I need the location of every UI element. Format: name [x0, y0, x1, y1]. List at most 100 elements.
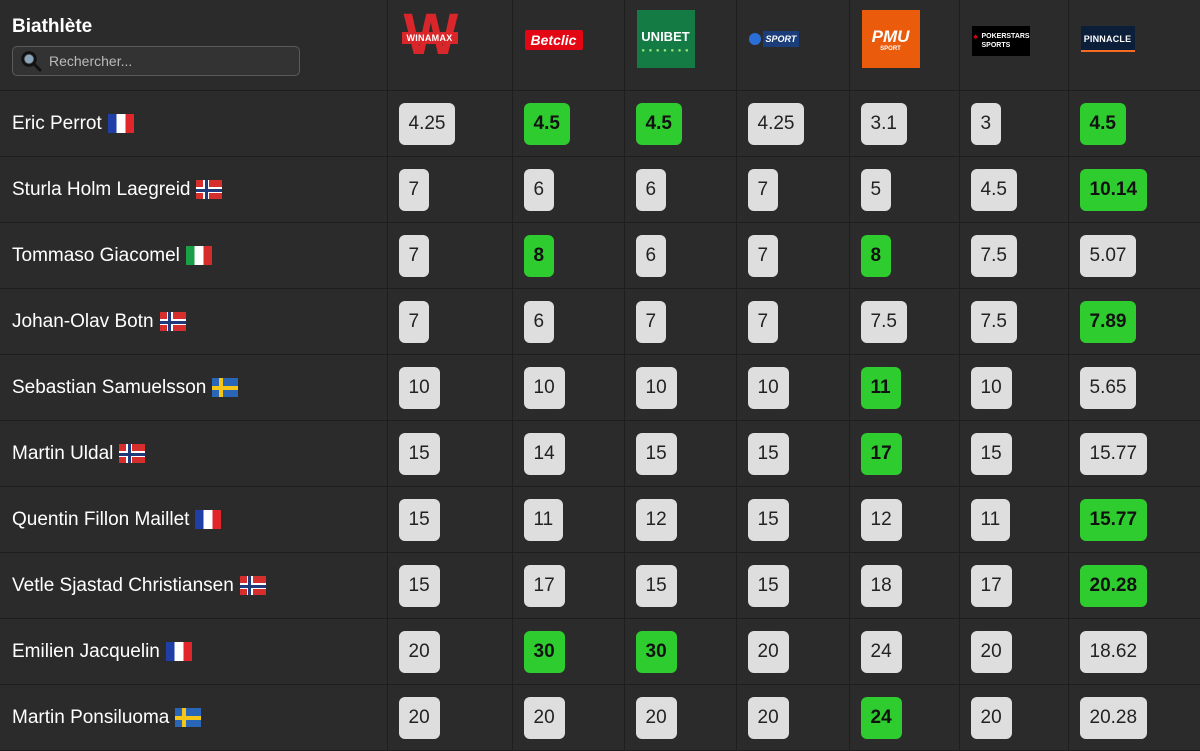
odd-button[interactable]: 20 — [970, 630, 1012, 673]
odd-button[interactable]: 15 — [747, 498, 789, 541]
bookmaker-header-pokerstars[interactable]: ♠ POKERSTARS SPORTS — [958, 0, 1068, 91]
odd-button[interactable]: 15 — [398, 564, 440, 607]
best-odd-button[interactable]: 4.5 — [1079, 102, 1126, 145]
best-odd-button[interactable]: 11 — [860, 366, 901, 409]
odd-button[interactable]: 7 — [635, 300, 667, 343]
player-name[interactable]: Martin Ponsiluoma — [12, 706, 170, 728]
player-name[interactable]: Johan-Olav Botn — [12, 310, 154, 332]
odd-button[interactable]: 6 — [635, 168, 667, 211]
odd-button[interactable]: 20 — [635, 696, 677, 739]
odd-button[interactable]: 11 — [970, 498, 1011, 541]
best-odd-button[interactable]: 10.14 — [1079, 168, 1148, 211]
best-odd-button[interactable]: 8 — [523, 234, 555, 277]
odd-button[interactable]: 20 — [398, 630, 440, 673]
odd-cell-pokerstars: 15 — [958, 420, 1068, 487]
odd-button[interactable]: 7 — [398, 168, 430, 211]
odd-button[interactable]: 17 — [523, 564, 565, 607]
best-odd-button[interactable]: 4.5 — [523, 102, 570, 145]
odd-button[interactable]: 15 — [635, 564, 677, 607]
odd-button[interactable]: 7.5 — [860, 300, 907, 343]
odd-button[interactable]: 7 — [747, 168, 779, 211]
odd-button[interactable]: 3.1 — [860, 102, 907, 145]
best-odd-button[interactable]: 30 — [523, 630, 565, 673]
player-name[interactable]: Quentin Fillon Maillet — [12, 508, 190, 530]
bookmaker-header-pinnacle[interactable]: PINNACLE — [1067, 0, 1200, 91]
odd-cell-pmu: 7.5 — [848, 288, 959, 355]
odd-button[interactable]: 10 — [635, 366, 677, 409]
odd-button[interactable]: 10 — [747, 366, 789, 409]
bookmaker-header-betclic[interactable]: Betclic — [511, 0, 624, 91]
bookmaker-header-winamax[interactable]: W WINAMAX — [386, 0, 512, 91]
odd-button[interactable]: 20 — [523, 696, 565, 739]
odd-button[interactable]: 10 — [398, 366, 440, 409]
odd-button[interactable]: 15 — [970, 432, 1012, 475]
odd-button[interactable]: 5 — [860, 168, 892, 211]
odd-button[interactable]: 6 — [635, 234, 667, 277]
odd-cell-betclic: 14 — [511, 420, 624, 487]
sport-logo: SPORT — [748, 30, 809, 48]
odd-button[interactable]: 4.25 — [398, 102, 456, 145]
player-name[interactable]: Vetle Sjastad Christiansen — [12, 574, 234, 596]
best-odd-button[interactable]: 4.5 — [635, 102, 682, 145]
odd-button[interactable]: 5.07 — [1079, 234, 1137, 277]
odd-button[interactable]: 15.77 — [1079, 432, 1148, 475]
search-box[interactable] — [12, 46, 300, 76]
odd-button[interactable]: 4.25 — [747, 102, 805, 145]
search-input[interactable] — [47, 52, 291, 70]
odd-button[interactable]: 7 — [747, 234, 779, 277]
odd-button[interactable]: 20 — [970, 696, 1012, 739]
odd-button[interactable]: 7.5 — [970, 300, 1017, 343]
odd-button[interactable]: 7 — [398, 234, 430, 277]
odd-button[interactable]: 18.62 — [1079, 630, 1148, 673]
best-odd-button[interactable]: 7.89 — [1079, 300, 1137, 343]
odd-button[interactable]: 12 — [635, 498, 677, 541]
odd-button[interactable]: 10 — [970, 366, 1012, 409]
odd-cell-betclic: 20 — [511, 684, 624, 751]
odd-button[interactable]: 7 — [747, 300, 779, 343]
bookmaker-header-unibet[interactable]: UNIBET ● ● ● ● ● ● ● — [623, 0, 736, 91]
pokerstars-logo: ♠ POKERSTARS SPORTS — [971, 26, 1030, 56]
odd-button[interactable]: 15 — [635, 432, 677, 475]
odd-button[interactable]: 15 — [747, 432, 789, 475]
odd-button[interactable]: 20.28 — [1079, 696, 1148, 739]
player-cell: Martin Uldal — [0, 420, 387, 487]
odd-button[interactable]: 14 — [523, 432, 565, 475]
odd-cell-pmu: 11 — [848, 354, 959, 421]
odd-button[interactable]: 10 — [523, 366, 565, 409]
best-odd-button[interactable]: 24 — [860, 696, 902, 739]
player-name[interactable]: Martin Uldal — [12, 442, 114, 464]
odd-button[interactable]: 6 — [523, 300, 555, 343]
bookmaker-header-pmu[interactable]: PMU SPORT — [848, 0, 959, 91]
odd-button[interactable]: 4.5 — [970, 168, 1017, 211]
odd-button[interactable]: 7.5 — [970, 234, 1017, 277]
odd-button[interactable]: 15 — [747, 564, 789, 607]
odd-button[interactable]: 7 — [398, 300, 430, 343]
player-name[interactable]: Tommaso Giacomel — [12, 244, 180, 266]
best-odd-button[interactable]: 8 — [860, 234, 892, 277]
odd-button[interactable]: 3 — [970, 102, 1002, 145]
player-name[interactable]: Sturla Holm Laegreid — [12, 178, 191, 200]
odd-cell-betclic: 4.5 — [511, 90, 624, 157]
odd-button[interactable]: 5.65 — [1079, 366, 1137, 409]
player-name[interactable]: Sebastian Samuelsson — [12, 376, 207, 398]
odd-button[interactable]: 12 — [860, 498, 902, 541]
player-name[interactable]: Emilien Jacquelin — [12, 640, 160, 662]
best-odd-button[interactable]: 20.28 — [1079, 564, 1148, 607]
player-name[interactable]: Eric Perrot — [12, 112, 102, 134]
best-odd-button[interactable]: 17 — [860, 432, 902, 475]
odd-button[interactable]: 20 — [747, 630, 789, 673]
odd-button[interactable]: 15 — [398, 498, 440, 541]
odd-button[interactable]: 20 — [398, 696, 440, 739]
odd-button[interactable]: 24 — [860, 630, 902, 673]
table-row: Johan-Olav Botn 7 6 7 7 7.5 7.5 7.89 — [0, 288, 1200, 355]
odd-button[interactable]: 20 — [747, 696, 789, 739]
best-odd-button[interactable]: 30 — [635, 630, 677, 673]
odd-button[interactable]: 11 — [523, 498, 564, 541]
bookmaker-header-sport[interactable]: SPORT — [735, 0, 849, 91]
odd-button[interactable]: 18 — [860, 564, 902, 607]
odd-button[interactable]: 17 — [970, 564, 1012, 607]
odd-cell-sport: 4.25 — [735, 90, 849, 157]
odd-button[interactable]: 6 — [523, 168, 555, 211]
best-odd-button[interactable]: 15.77 — [1079, 498, 1148, 541]
odd-button[interactable]: 15 — [398, 432, 440, 475]
